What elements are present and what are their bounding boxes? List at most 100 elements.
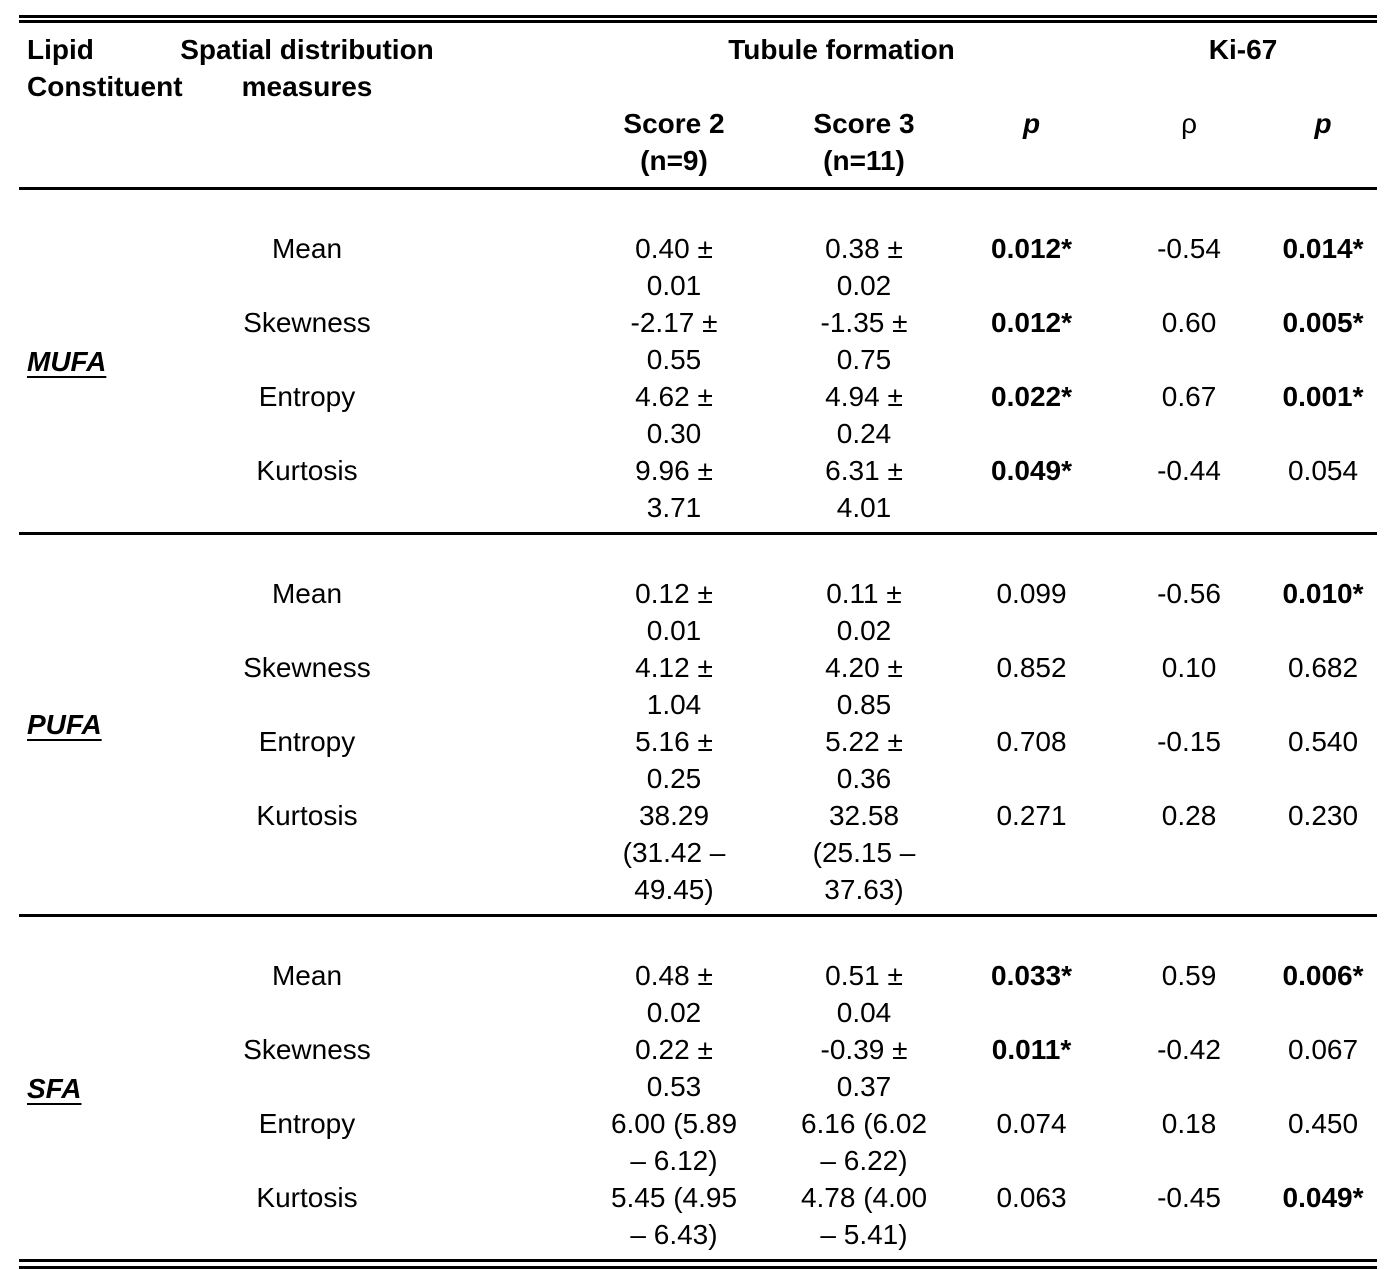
header-score3: Score 3 (n=11) [813, 108, 915, 176]
cell-p-ki67: 0.010* [1282, 578, 1364, 609]
cell-p-tubule: 0.033* [991, 960, 1072, 991]
section-pufa: PUFA Mean 0.12 ± 0.01 0.11 ± 0.02 0.099 -0.56… [19, 534, 1378, 916]
table-row: MUFA Mean 0.40 ± 0.01 0.38 ± 0.02 0.012* -0.5… [19, 189, 1377, 377]
cell-measure: Kurtosis [256, 1182, 358, 1213]
cell-score3: 0.11 ± 0.02 [826, 578, 902, 646]
cell-rho: 0.18 [1161, 1108, 1217, 1139]
table-header: Lipid Constituent Spatial distribution m… [19, 19, 1378, 189]
section-label: PUFA [27, 709, 102, 740]
table-row: Entropy 6.00 (5.89 – 6.12) 6.16 (6.02 – 6.… [19, 1105, 1377, 1179]
cell-score3: 4.20 ± 0.85 [825, 652, 903, 720]
cell-p-ki67: 0.049* [1282, 1182, 1364, 1213]
cell-score3: 4.78 (4.00 – 5.41) [800, 1182, 928, 1250]
cell-p-ki67: 0.682 [1287, 652, 1359, 683]
cell-measure: Entropy [258, 726, 356, 757]
cell-rho: -0.15 [1157, 726, 1221, 757]
cell-score3: 5.22 ± 0.36 [825, 726, 903, 794]
cell-spacer [435, 1179, 574, 1264]
section-label: MUFA [27, 345, 107, 377]
table-row: Kurtosis 38.29 (31.42 – 49.45) 32.58 (25.1… [19, 797, 1377, 916]
cell-score3: 32.58 (25.15 – 37.63) [812, 800, 916, 905]
header-empty-cell [435, 105, 574, 189]
table-row: Skewness -2.17 ± 0.55 -1.35 ± 0.75 0.012* 0.… [19, 304, 1377, 378]
section-label-cell: PUFA [19, 534, 179, 916]
cell-rho: -0.44 [1157, 455, 1221, 486]
section-sfa: SFA Mean 0.48 ± 0.02 0.51 ± 0.04 0.033* 0.59 0… [19, 916, 1378, 1264]
results-table: Lipid Constituent Spatial distribution m… [19, 15, 1378, 1269]
cell-measure: Skewness [243, 652, 371, 683]
cell-spacer [435, 1105, 574, 1179]
table-row: Kurtosis 9.96 ± 3.71 6.31 ± 4.01 0.049* -0.4… [19, 452, 1377, 534]
cell-score3: -0.39 ± 0.37 [820, 1034, 908, 1102]
table-row: PUFA Mean 0.12 ± 0.01 0.11 ± 0.02 0.099 -0.56… [19, 534, 1377, 740]
header-score2: Score 2 (n=9) [623, 108, 725, 176]
cell-measure: Mean [271, 233, 343, 264]
cell-score2: -2.17 ± 0.55 [630, 307, 718, 375]
cell-spacer [435, 534, 574, 650]
table-row: Entropy 4.62 ± 0.30 4.94 ± 0.24 0.022* 0.67 0… [19, 378, 1377, 452]
cell-p-ki67: 0.540 [1287, 726, 1359, 757]
cell-spacer [435, 189, 574, 305]
cell-spacer [435, 916, 574, 1032]
cell-rho: -0.54 [1157, 233, 1221, 264]
cell-p-ki67: 0.014* [1282, 233, 1364, 264]
cell-measure: Kurtosis [256, 455, 358, 486]
cell-score2: 0.40 ± 0.01 [635, 233, 713, 301]
cell-p-tubule: 0.708 [996, 726, 1067, 757]
header-p-tubule: p [1022, 108, 1041, 139]
header-p-ki67: p [1314, 108, 1332, 139]
cell-p-tubule: 0.012* [991, 233, 1072, 264]
cell-score2: 4.12 ± 1.04 [635, 652, 713, 720]
cell-score3: 0.51 ± 0.04 [825, 960, 903, 1028]
cell-p-ki67: 0.054 [1287, 455, 1359, 486]
cell-rho: 0.59 [1161, 960, 1217, 991]
section-mufa: MUFA Mean 0.40 ± 0.01 0.38 ± 0.02 0.012* -0.5… [19, 189, 1378, 534]
header-ki67: Ki-67 [1208, 34, 1278, 65]
cell-spacer [435, 797, 574, 916]
cell-score3: 4.94 ± 0.24 [825, 381, 903, 449]
cell-measure: Entropy [258, 381, 356, 412]
table-row: Kurtosis 5.45 (4.95 – 6.43) 4.78 (4.00 – 5… [19, 1179, 1377, 1264]
header-empty-cell [179, 105, 435, 189]
cell-score2: 4.62 ± 0.30 [635, 381, 713, 449]
cell-measure: Mean [271, 960, 343, 991]
cell-score3: -1.35 ± 0.75 [820, 307, 908, 375]
cell-p-ki67: 0.450 [1287, 1108, 1359, 1139]
cell-p-ki67: 0.067 [1287, 1034, 1359, 1065]
cell-rho: 0.28 [1161, 800, 1217, 831]
cell-score2: 6.00 (5.89 – 6.12) [610, 1108, 738, 1176]
table-row: Skewness 0.22 ± 0.53 -0.39 ± 0.37 0.011* -0.… [19, 1031, 1377, 1105]
cell-p-ki67: 0.005* [1282, 307, 1364, 338]
cell-measure: Kurtosis [256, 800, 358, 831]
cell-p-tubule: 0.271 [996, 800, 1067, 831]
cell-p-tubule: 0.011* [991, 1034, 1072, 1065]
cell-measure: Skewness [243, 307, 371, 338]
cell-spacer [435, 649, 574, 723]
cell-rho: -0.42 [1157, 1034, 1221, 1065]
cell-p-tubule: 0.063 [996, 1182, 1067, 1213]
cell-measure: Mean [271, 578, 343, 609]
section-label-cell: SFA [19, 916, 179, 1265]
cell-score3: 0.38 ± 0.02 [825, 233, 903, 301]
cell-p-tubule: 0.012* [991, 307, 1072, 338]
cell-rho: -0.45 [1157, 1182, 1221, 1213]
header-row-sub: Score 2 (n=9) Score 3 (n=11) p ρ p [19, 105, 1377, 189]
cell-spacer [435, 723, 574, 797]
cell-spacer [435, 1031, 574, 1105]
header-tubule-formation: Tubule formation [728, 34, 955, 65]
cell-p-ki67: 0.001* [1282, 381, 1364, 412]
cell-p-tubule: 0.074 [996, 1108, 1067, 1139]
cell-spacer [435, 452, 574, 534]
cell-score2: 0.12 ± 0.01 [635, 578, 713, 646]
header-rho: ρ [1181, 108, 1197, 139]
header-spacer [435, 19, 574, 105]
cell-spacer [435, 304, 574, 378]
cell-score2: 9.96 ± 3.71 [635, 455, 713, 523]
header-spatial-measures: Spatial distribution measures [180, 34, 434, 102]
cell-p-ki67: 0.006* [1282, 960, 1364, 991]
table-row: SFA Mean 0.48 ± 0.02 0.51 ± 0.04 0.033* 0.59 0… [19, 916, 1377, 1104]
cell-score2: 5.45 (4.95 – 6.43) [610, 1182, 738, 1250]
cell-score2: 0.48 ± 0.02 [635, 960, 713, 1028]
cell-p-tubule: 0.852 [996, 652, 1067, 683]
